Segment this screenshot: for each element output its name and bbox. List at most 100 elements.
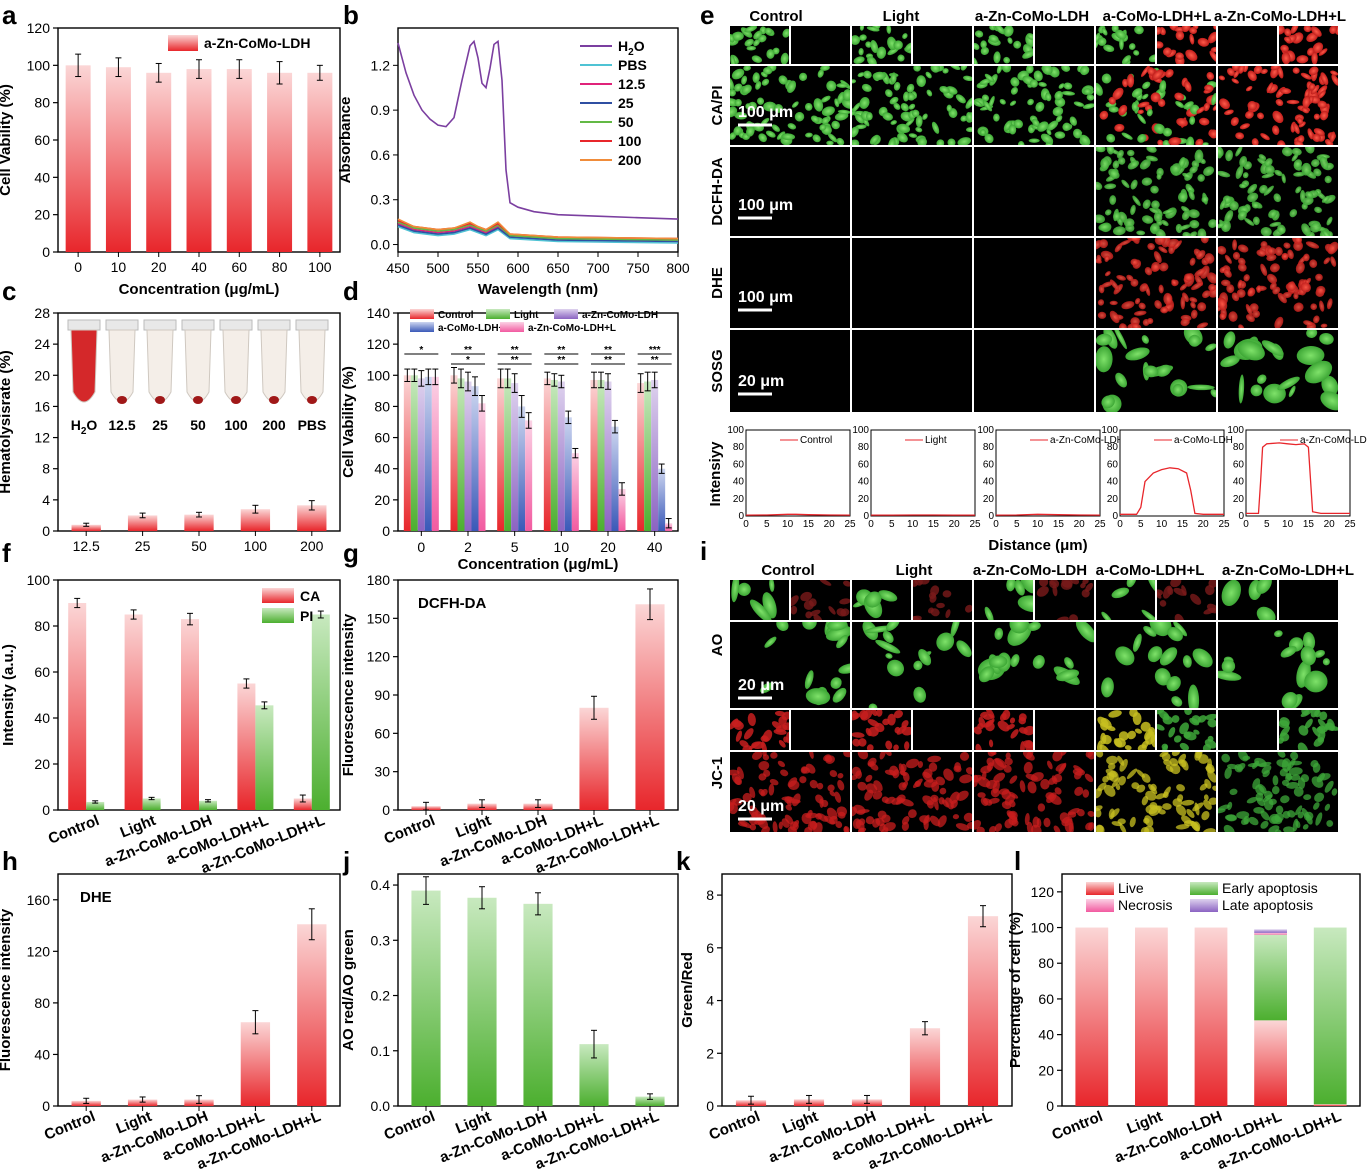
cell [1025, 773, 1038, 781]
cell [1119, 823, 1127, 832]
panel-i-thumb [1218, 710, 1277, 750]
cell [1268, 798, 1277, 805]
cell [1113, 211, 1121, 221]
cell [1282, 291, 1292, 299]
cell [1330, 256, 1337, 267]
tube-label: 50 [190, 417, 206, 433]
cell [1302, 95, 1311, 109]
cell [1064, 657, 1074, 669]
chart-d-ytick-label: 20 [374, 492, 390, 508]
cell [917, 137, 927, 145]
panel-e-row-label: DHE [709, 267, 726, 299]
cell [1054, 787, 1062, 795]
cell [1314, 206, 1322, 214]
cell [1228, 311, 1238, 322]
chart-a-ytick-label: 100 [27, 57, 51, 73]
cell [873, 780, 883, 792]
profile-ytick-label: 0 [1238, 511, 1244, 522]
chart-d-bar-a-CoMo-LDH+L [564, 417, 572, 531]
cell [1162, 803, 1172, 810]
cell [791, 595, 799, 607]
cell [1293, 302, 1304, 312]
cell [1260, 820, 1269, 829]
cell [1274, 316, 1284, 328]
cell [994, 823, 1002, 832]
cell [864, 789, 874, 801]
cell [937, 815, 947, 828]
cell [1051, 775, 1058, 785]
cell [994, 627, 1004, 640]
cell [1277, 752, 1286, 758]
cell [874, 722, 885, 733]
profile-ytick-label: 80 [1107, 442, 1119, 453]
panel-e-image [1218, 238, 1338, 328]
cell [1087, 810, 1094, 817]
cell [1149, 207, 1160, 214]
panel-e-image [1096, 330, 1216, 412]
panel-label-a: a [2, 0, 17, 30]
chart-b-xtick-label: 450 [386, 260, 410, 276]
cell [978, 666, 995, 683]
cell [1197, 715, 1207, 723]
panel-i-column-label: a-Zn-CoMo-LDH+L [1222, 562, 1354, 579]
cell [1127, 160, 1139, 170]
panel-e-scale-bar: 20 μm [738, 373, 784, 390]
cell [1256, 580, 1272, 594]
cell [1082, 789, 1090, 798]
cell [1171, 752, 1181, 757]
cell [1154, 300, 1162, 309]
chart-c-ytick-label: 4 [42, 492, 50, 508]
cell [1280, 646, 1297, 658]
cell [1295, 262, 1305, 274]
panel-i-thumb [974, 710, 1033, 750]
tube-pellet [231, 396, 241, 404]
tube-body [222, 329, 250, 403]
panel-e-scale-bar: 100 μm [738, 289, 793, 306]
cell [1158, 710, 1170, 721]
cell [1245, 85, 1253, 92]
cell [1097, 299, 1105, 306]
chart-b-ytick-label: 0.6 [371, 147, 391, 163]
cell [1210, 46, 1216, 53]
chart-d-bar-Control [403, 375, 411, 531]
cell [966, 821, 972, 829]
cell [1306, 330, 1318, 338]
profile-ytick-label: 40 [1233, 477, 1245, 488]
cell [758, 760, 770, 771]
cell [1305, 191, 1314, 199]
chart-l-ytick-label: 40 [1038, 1027, 1054, 1043]
cell [802, 622, 817, 630]
cell [870, 40, 879, 53]
cell [784, 796, 793, 804]
cell [1160, 306, 1169, 314]
cell [1157, 139, 1164, 145]
chart-d-sig-mark: ** [511, 355, 519, 366]
chart-g-ytick-label: 180 [367, 572, 391, 588]
cell [741, 84, 752, 95]
cell [1322, 658, 1330, 666]
cell [1206, 72, 1215, 80]
chart-d-bar-a-CoMo-LDH+L [611, 426, 619, 531]
cell [731, 773, 743, 786]
cell [1317, 718, 1328, 730]
tube-body [260, 329, 288, 403]
cell [1247, 287, 1255, 297]
chart-f-bar-PI [311, 614, 330, 810]
cell [928, 762, 938, 772]
chart-b-frame [397, 27, 679, 253]
cell [1293, 786, 1304, 797]
chart-c-ytick-label: 24 [34, 336, 50, 352]
cell [1189, 33, 1195, 45]
cell [942, 68, 949, 74]
cell [1079, 66, 1090, 76]
cell [1052, 752, 1063, 762]
cell [1266, 254, 1277, 262]
cell [1010, 77, 1020, 87]
cell [1097, 311, 1107, 319]
cell [771, 721, 782, 729]
chart-b-xtick-label: 500 [426, 260, 450, 276]
cell [1323, 257, 1331, 265]
cell [915, 127, 923, 133]
cell [787, 826, 797, 832]
cell [792, 819, 800, 829]
